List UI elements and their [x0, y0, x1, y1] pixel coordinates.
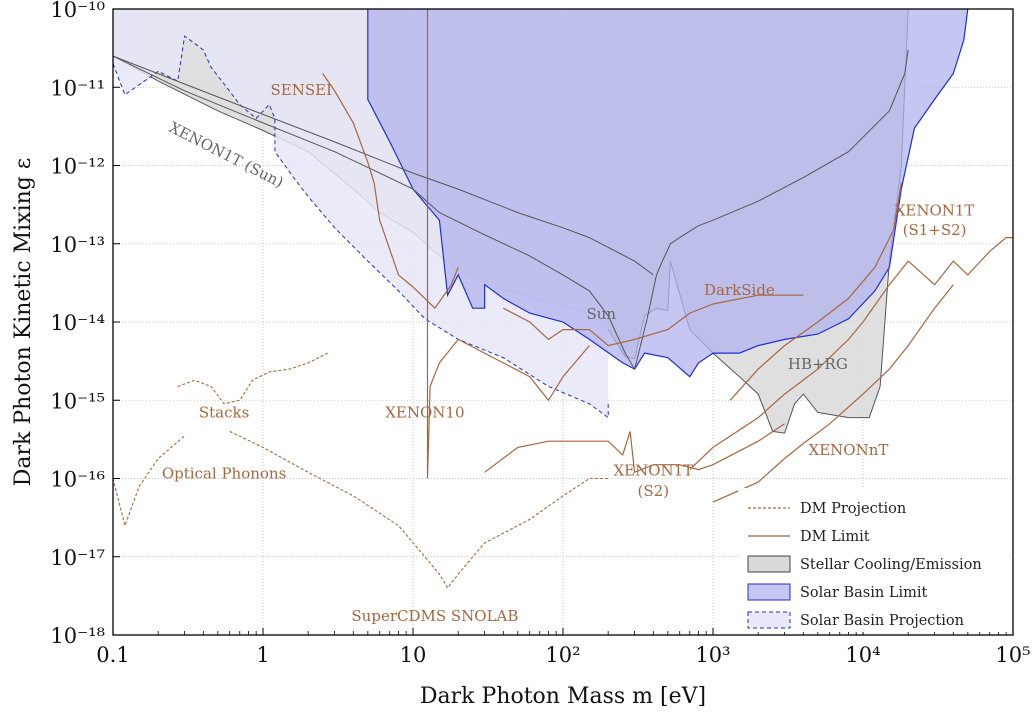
annotation-xenon10: XENON10: [385, 404, 464, 422]
limit-curves: [113, 9, 1013, 589]
x-tick-label: 10⁵: [995, 643, 1030, 667]
legend-swatch-solar-basin-projection: [747, 611, 791, 629]
y-tick-label: 10⁻¹⁵: [50, 389, 105, 413]
legend-label-solar-basin-limit: Solar Basin Limit: [800, 585, 927, 601]
annotation-xenon1t: XENON1T: [895, 201, 975, 219]
x-tick-label: 10²: [545, 643, 580, 667]
legend-label-dm-projection: DM Projection: [800, 501, 906, 517]
annotation-darkside: DarkSide: [704, 281, 775, 299]
annotation-stacks: Stacks: [199, 404, 249, 422]
annotation-xenon1t: XENON1T: [613, 461, 693, 479]
x-tick-label: 0.1: [96, 643, 129, 667]
xenon1t-s2-curve: [484, 423, 785, 474]
xenon1t-s1-s2-lower-curve: [729, 182, 902, 401]
legend-label-dm-limit: DM Limit: [800, 529, 870, 545]
exclusion-regions: [113, 9, 969, 434]
optical-phonons-curve: [113, 435, 185, 528]
annotation-hb-rg: HB+RG: [788, 355, 848, 373]
y-tick-label: 10⁻¹³: [50, 233, 105, 257]
x-axis-label: Dark Photon Mass m [eV]: [420, 684, 706, 709]
annotation-optical-phonons: Optical Phonons: [162, 465, 286, 483]
y-tick-label: 10⁻¹⁶: [50, 468, 105, 492]
y-tick-label: 10⁻¹⁸: [50, 624, 105, 648]
darkside-curve: [503, 294, 804, 347]
legend-swatch-stellar-cooling-emission: [747, 555, 791, 573]
xenon1t-sun-curve: [113, 55, 654, 276]
x-tick-label: 10⁴: [845, 643, 880, 667]
annotation-xenonnt: XENONnT: [809, 441, 889, 459]
legend: DM Projection DM Limit Stellar Cooling/Emi…: [738, 488, 1008, 632]
sun-curve: [113, 49, 909, 371]
sensei-curve: [322, 73, 459, 310]
legend-label-solar-basin-projection: Solar Basin Projection: [800, 613, 964, 629]
stacks-curve: [177, 352, 328, 405]
annotation-sensei: SENSEI: [271, 81, 333, 99]
annotation-s1-s2: (S1+S2): [903, 221, 967, 239]
y-tick-label: 10⁻¹⁴: [50, 311, 105, 335]
x-tick-label: 1: [256, 643, 269, 667]
solar-basin-limit-region: [367, 9, 968, 377]
legend-swatch-solar-basin-limit: [747, 583, 791, 601]
x-tick-label: 10³: [695, 643, 730, 667]
y-tick-label: 10⁻¹⁰: [50, 0, 105, 22]
x-tick-label: 10: [400, 643, 427, 667]
solar-basin-limit-edge: [367, 9, 969, 378]
solar-basin-projection-edge: [113, 35, 609, 419]
annotation-sun: Sun: [586, 305, 616, 323]
xenon1t-s1-s2-curve: [689, 237, 1013, 471]
annotation-s2: (S2): [638, 482, 670, 500]
legend-label-stellar-cooling-emission: Stellar Cooling/Emission: [800, 557, 982, 573]
y-tick-label: 10⁻¹¹: [50, 76, 105, 100]
supercdms-snolab-curve: [229, 430, 609, 589]
xenon10-curve: [426, 9, 590, 479]
axis-ticks: 0.1 1 10 10² 10³ 10⁴ 10⁵ 10⁻¹⁸ 10⁻¹⁷ 10⁻¹⁶ 10⁻¹⁵ 10…: [50, 0, 1030, 667]
xenonnt-curve: [712, 284, 954, 503]
y-axis-label: Dark Photon Kinetic Mixing ε: [11, 158, 36, 487]
y-tick-label: 10⁻¹⁷: [50, 546, 105, 570]
annotation-supercdms-snolab: SuperCDMS SNOLAB: [351, 607, 518, 625]
y-tick-label: 10⁻¹²: [50, 155, 105, 179]
